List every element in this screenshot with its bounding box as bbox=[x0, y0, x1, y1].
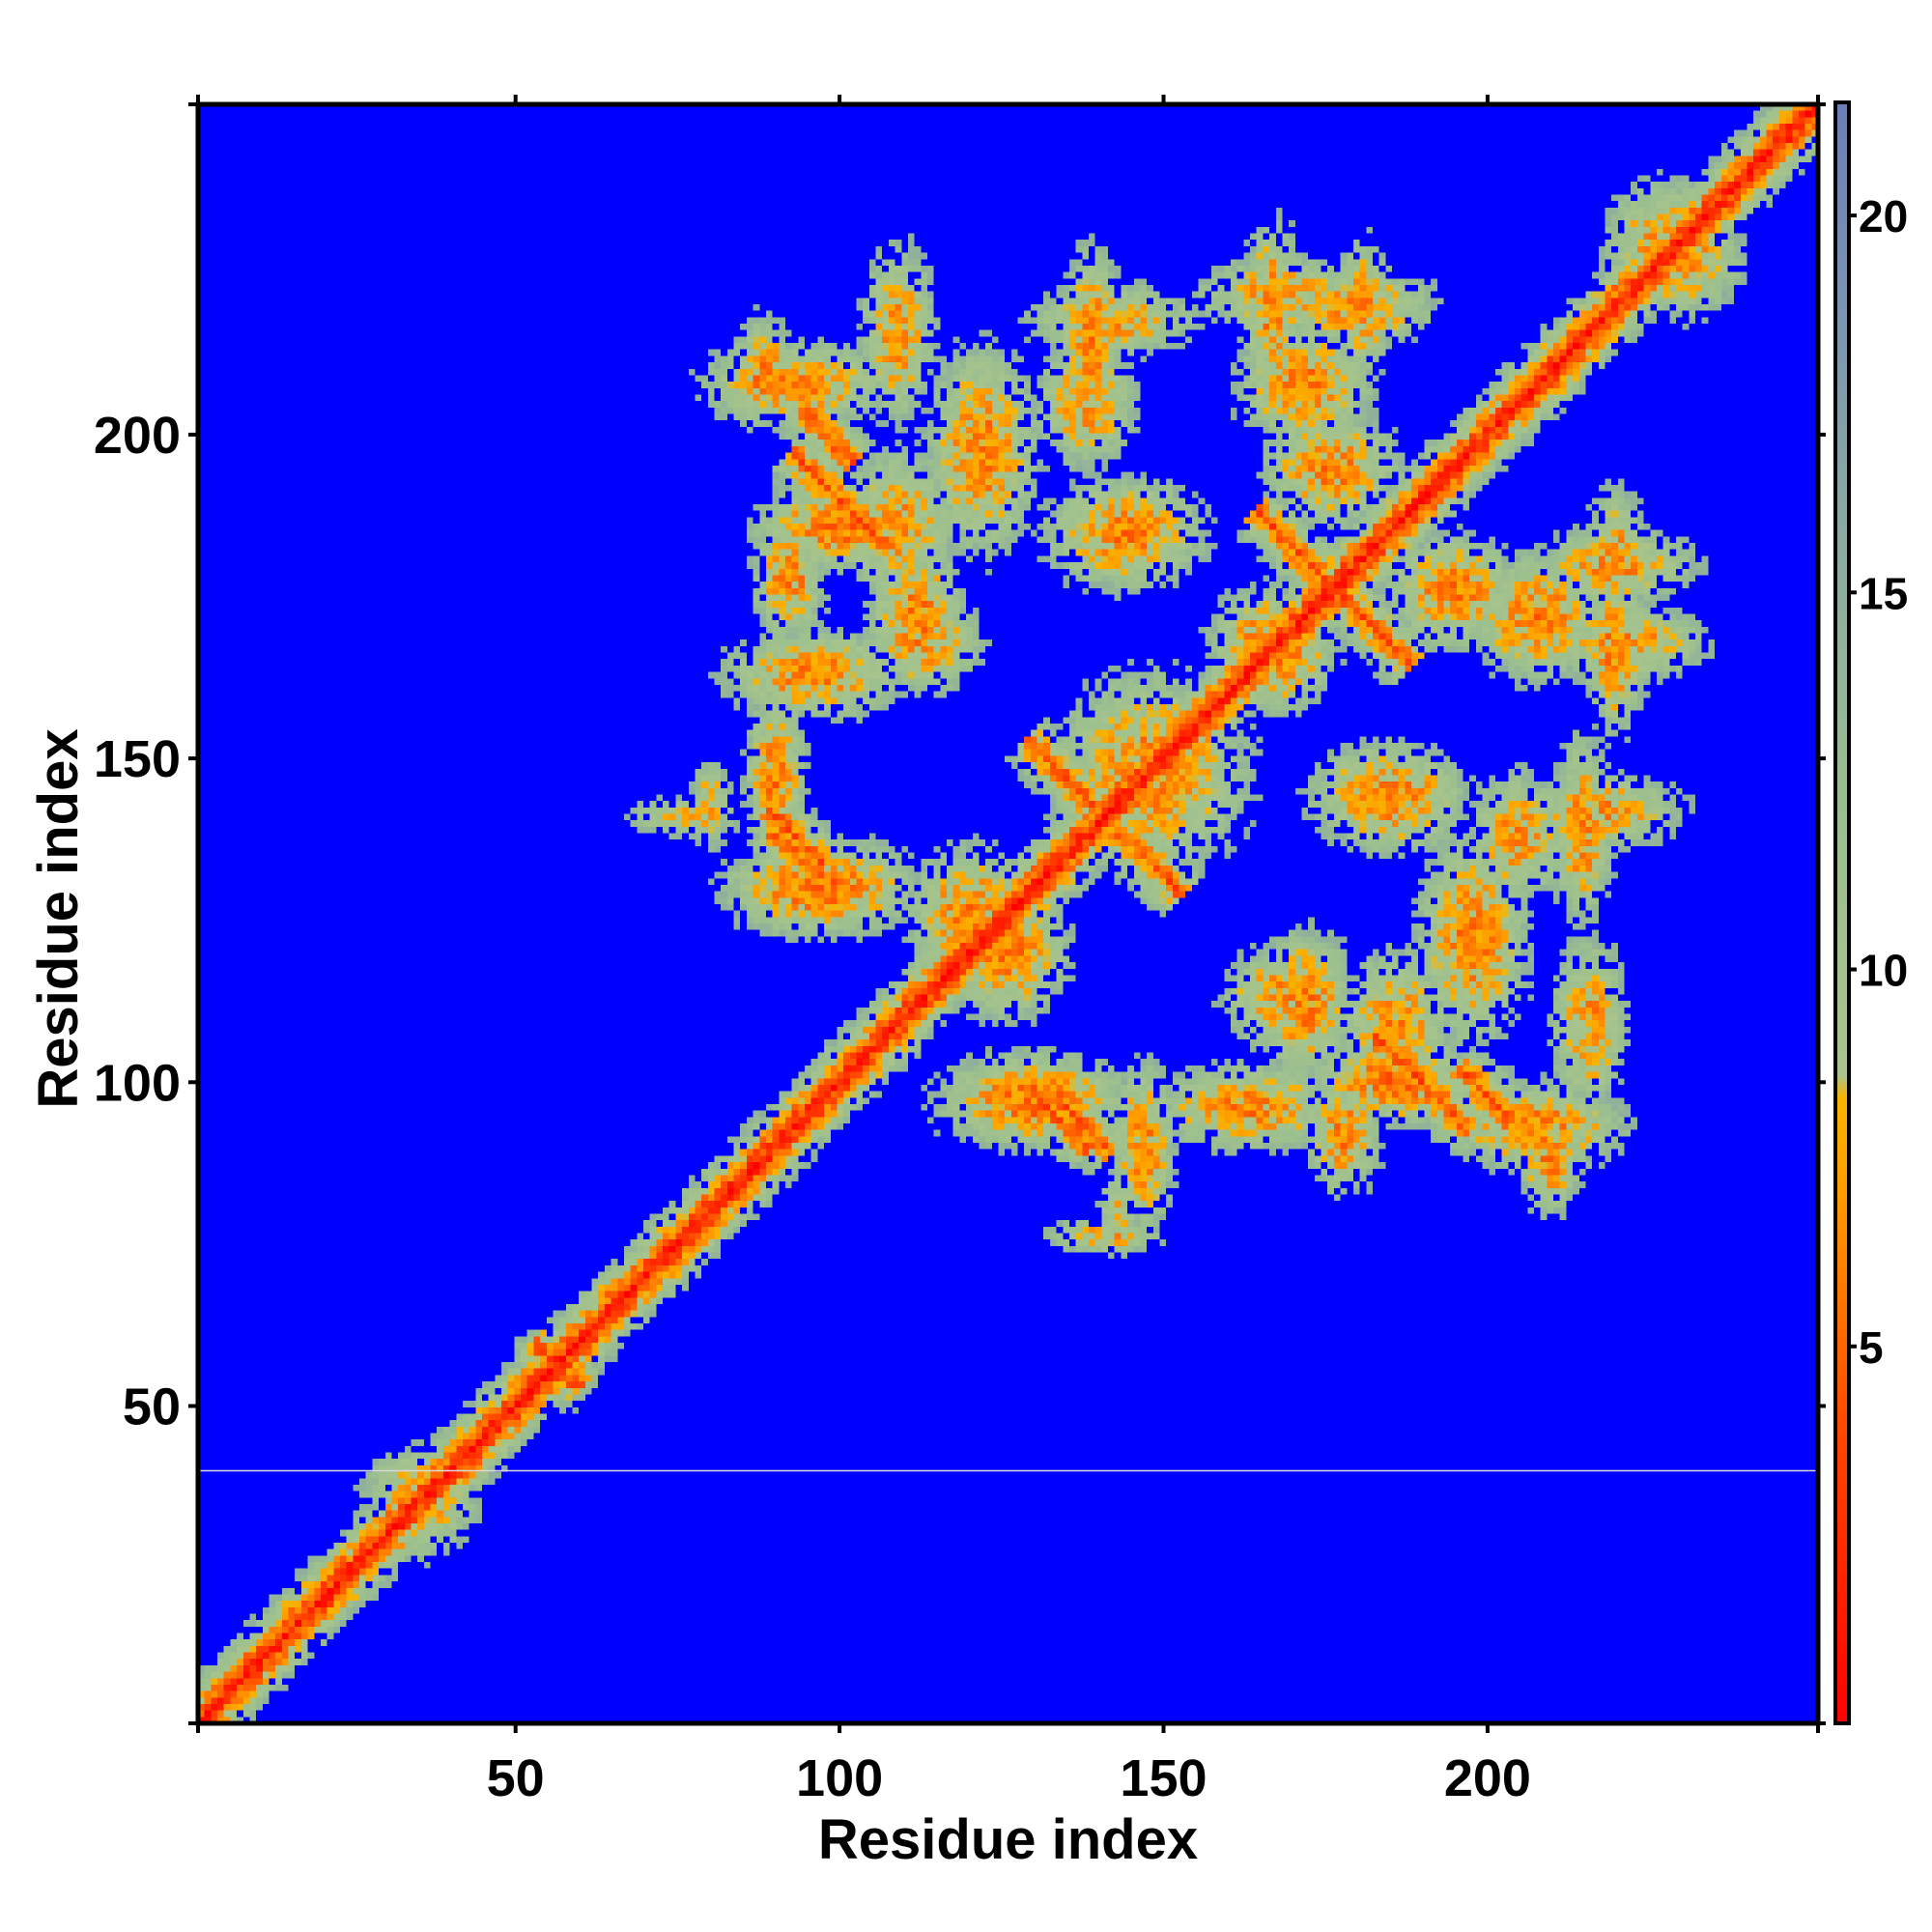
y-tick-label: 100 bbox=[94, 1054, 181, 1112]
x-tick-label: 150 bbox=[1120, 1749, 1207, 1807]
colorbar-tick-label: 20 bbox=[1859, 191, 1908, 242]
x-tick-label: 200 bbox=[1444, 1749, 1531, 1807]
heatmap-cells bbox=[198, 104, 1818, 1723]
y-axis-ticks: 50 100 150 200 bbox=[94, 102, 1826, 1725]
colorbar-bar bbox=[1833, 100, 1851, 1725]
colorbar: 5 10 15 20 bbox=[1833, 100, 1908, 1725]
colorbar-tick-label: 10 bbox=[1859, 946, 1908, 996]
y-tick-label: 200 bbox=[94, 407, 181, 465]
y-axis-title: Residue index bbox=[27, 728, 90, 1108]
x-tick-label: 50 bbox=[487, 1749, 545, 1807]
x-axis-title: Residue index bbox=[818, 1808, 1198, 1871]
y-tick-label: 150 bbox=[94, 730, 181, 788]
y-tick-label: 50 bbox=[123, 1378, 181, 1436]
colorbar-ticks: 5 10 15 20 bbox=[1849, 191, 1908, 1373]
heatmap bbox=[198, 104, 1818, 1723]
plot-frame bbox=[195, 101, 1821, 1726]
colorbar-tick-label: 5 bbox=[1859, 1322, 1884, 1373]
colorbar-tick-label: 15 bbox=[1859, 568, 1908, 618]
x-tick-label: 100 bbox=[796, 1749, 883, 1807]
x-axis-ticks: 50 100 150 200 bbox=[196, 95, 1820, 1807]
